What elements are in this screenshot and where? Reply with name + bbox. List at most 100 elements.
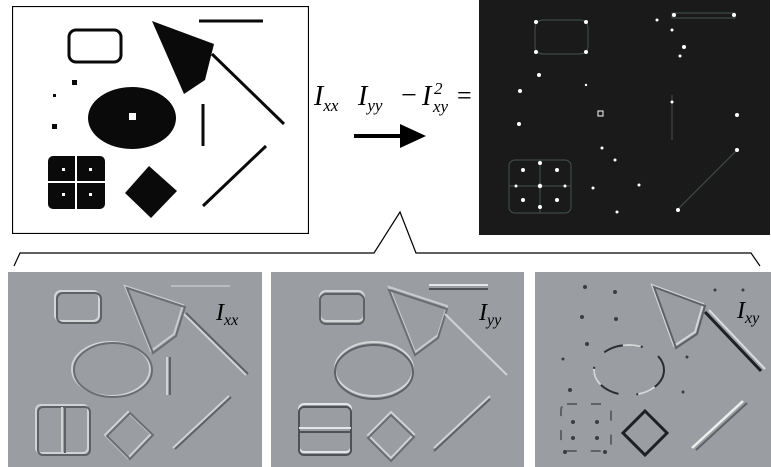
corner-point: [555, 168, 559, 172]
edge-ellipse-light: [593, 344, 665, 396]
diamond-shape: [125, 166, 177, 218]
corner-response-mark: [580, 315, 584, 319]
corner-point: [537, 183, 543, 189]
corner-response-mark: [603, 450, 607, 454]
corner-point: [584, 83, 588, 87]
derivative-background: [8, 272, 262, 467]
corner-response-mark: [583, 285, 587, 289]
corner-response-mark: [595, 436, 599, 440]
ellipse-hole: [129, 113, 136, 120]
derivative-label-yy: Iyy: [478, 300, 502, 329]
equation-panel: Ixx Iyy − I 2 xy =: [310, 60, 478, 160]
edge-quadrilateral-shadow: [652, 285, 707, 350]
faint-diagonal-edge: [676, 149, 738, 211]
original-image-panel: [12, 6, 309, 234]
corner-response-mark: [613, 290, 617, 294]
corner-point: [518, 89, 522, 93]
derivative-panel-yy: Iyy: [271, 272, 524, 467]
equation-I-xy-squared: I: [421, 81, 433, 112]
corner-response-mark: [741, 288, 745, 292]
right-arrow: [354, 124, 426, 148]
edge-rounded-rectangle: [54, 290, 100, 322]
edge-diagonal-short: [433, 395, 491, 449]
diagonal-line-short: [201, 144, 268, 208]
edge-diagonal: [444, 313, 508, 376]
edge-ellipse-shadow: [334, 344, 414, 400]
corner-point: [600, 146, 604, 150]
equation-I-xx: Ixx: [313, 81, 339, 115]
small-square: [52, 124, 57, 129]
corner-point: [670, 100, 674, 104]
edge-diamond: [366, 410, 416, 460]
corner-point: [537, 73, 541, 77]
corner-point: [584, 20, 588, 24]
equation-I-yy: Iyy: [357, 81, 383, 115]
grid-hole: [89, 168, 92, 171]
grid-hole: [62, 193, 65, 196]
edge-diagonal-dark: [703, 310, 763, 373]
corner-point: [521, 198, 525, 202]
derivative-label-xy: Ixy: [736, 298, 760, 327]
corner-point: [521, 168, 525, 172]
corner-point: [735, 113, 739, 117]
corner-point: [655, 18, 659, 22]
edge-quadrilateral-shadow: [125, 286, 187, 355]
corner-point: [591, 186, 595, 190]
derivative-panel-xy: Ixy: [535, 272, 771, 467]
corner-point: [615, 210, 619, 214]
hole-corner-marker: [597, 110, 604, 117]
edge-diagonal-shadow: [185, 312, 249, 375]
derivative-background: [535, 272, 771, 467]
edge-rounded-rectangle-shadow: [56, 292, 102, 324]
corner-point: [678, 54, 682, 58]
edge-diagonal-short-light: [691, 400, 744, 449]
derivative-background: [271, 272, 524, 467]
edge-diamond-shadow: [105, 411, 155, 461]
edge-diagonal-short: [172, 395, 230, 449]
corner-response-mark: [571, 420, 575, 424]
edge-ellipse-shadow: [73, 342, 153, 398]
connector-bracket: [0, 206, 771, 272]
dot: [53, 94, 56, 97]
edge-diamond: [620, 408, 670, 458]
corner-point: [732, 13, 736, 17]
edge-diagonal-short-shadow: [174, 396, 232, 450]
grid-hole: [89, 193, 92, 196]
corner-response-mark: [595, 420, 599, 424]
faint-rounded-rectangle-edge: [534, 19, 589, 55]
edge-quadrilateral-shadow: [387, 288, 449, 357]
corner-point: [670, 28, 674, 32]
corner-response-mark: [571, 436, 575, 440]
small-square: [72, 80, 77, 85]
corner-point: [538, 205, 542, 209]
quadrilateral-shape: [152, 21, 214, 94]
equation-xy-subscript: xy: [432, 97, 449, 116]
corner-response-mark: [563, 450, 567, 454]
edge-diagonal: [183, 313, 247, 376]
derivative-label-xx: Ixx: [215, 300, 238, 329]
edge-diagonal-light: [708, 309, 766, 370]
corner-point: [538, 161, 542, 165]
edge-diagonal-short-shadow: [433, 398, 491, 452]
corner-point: [514, 184, 518, 188]
corner-response-mark: [568, 388, 572, 392]
edge-diagonal-short-shadow: [695, 402, 748, 451]
corner-point: [672, 13, 676, 17]
corner-point: [735, 148, 739, 152]
corner-point: [676, 208, 680, 212]
corner-point: [555, 198, 559, 202]
edge-diamond-shadow: [366, 413, 416, 463]
corner-point: [563, 184, 567, 188]
rounded-rectangle-outline: [67, 28, 123, 64]
corner-point: [534, 50, 538, 54]
corner-point: [682, 45, 686, 49]
corner-point: [517, 122, 521, 126]
corner-response-mark: [561, 357, 565, 361]
corner-point: [613, 158, 617, 162]
corner-point: [584, 50, 588, 54]
corner-response-mark: [681, 390, 685, 394]
edge-quadrilateral: [123, 284, 185, 353]
corner-response-mark: [685, 355, 689, 359]
grid-hole: [62, 168, 65, 171]
corner-response-mark: [614, 317, 618, 321]
